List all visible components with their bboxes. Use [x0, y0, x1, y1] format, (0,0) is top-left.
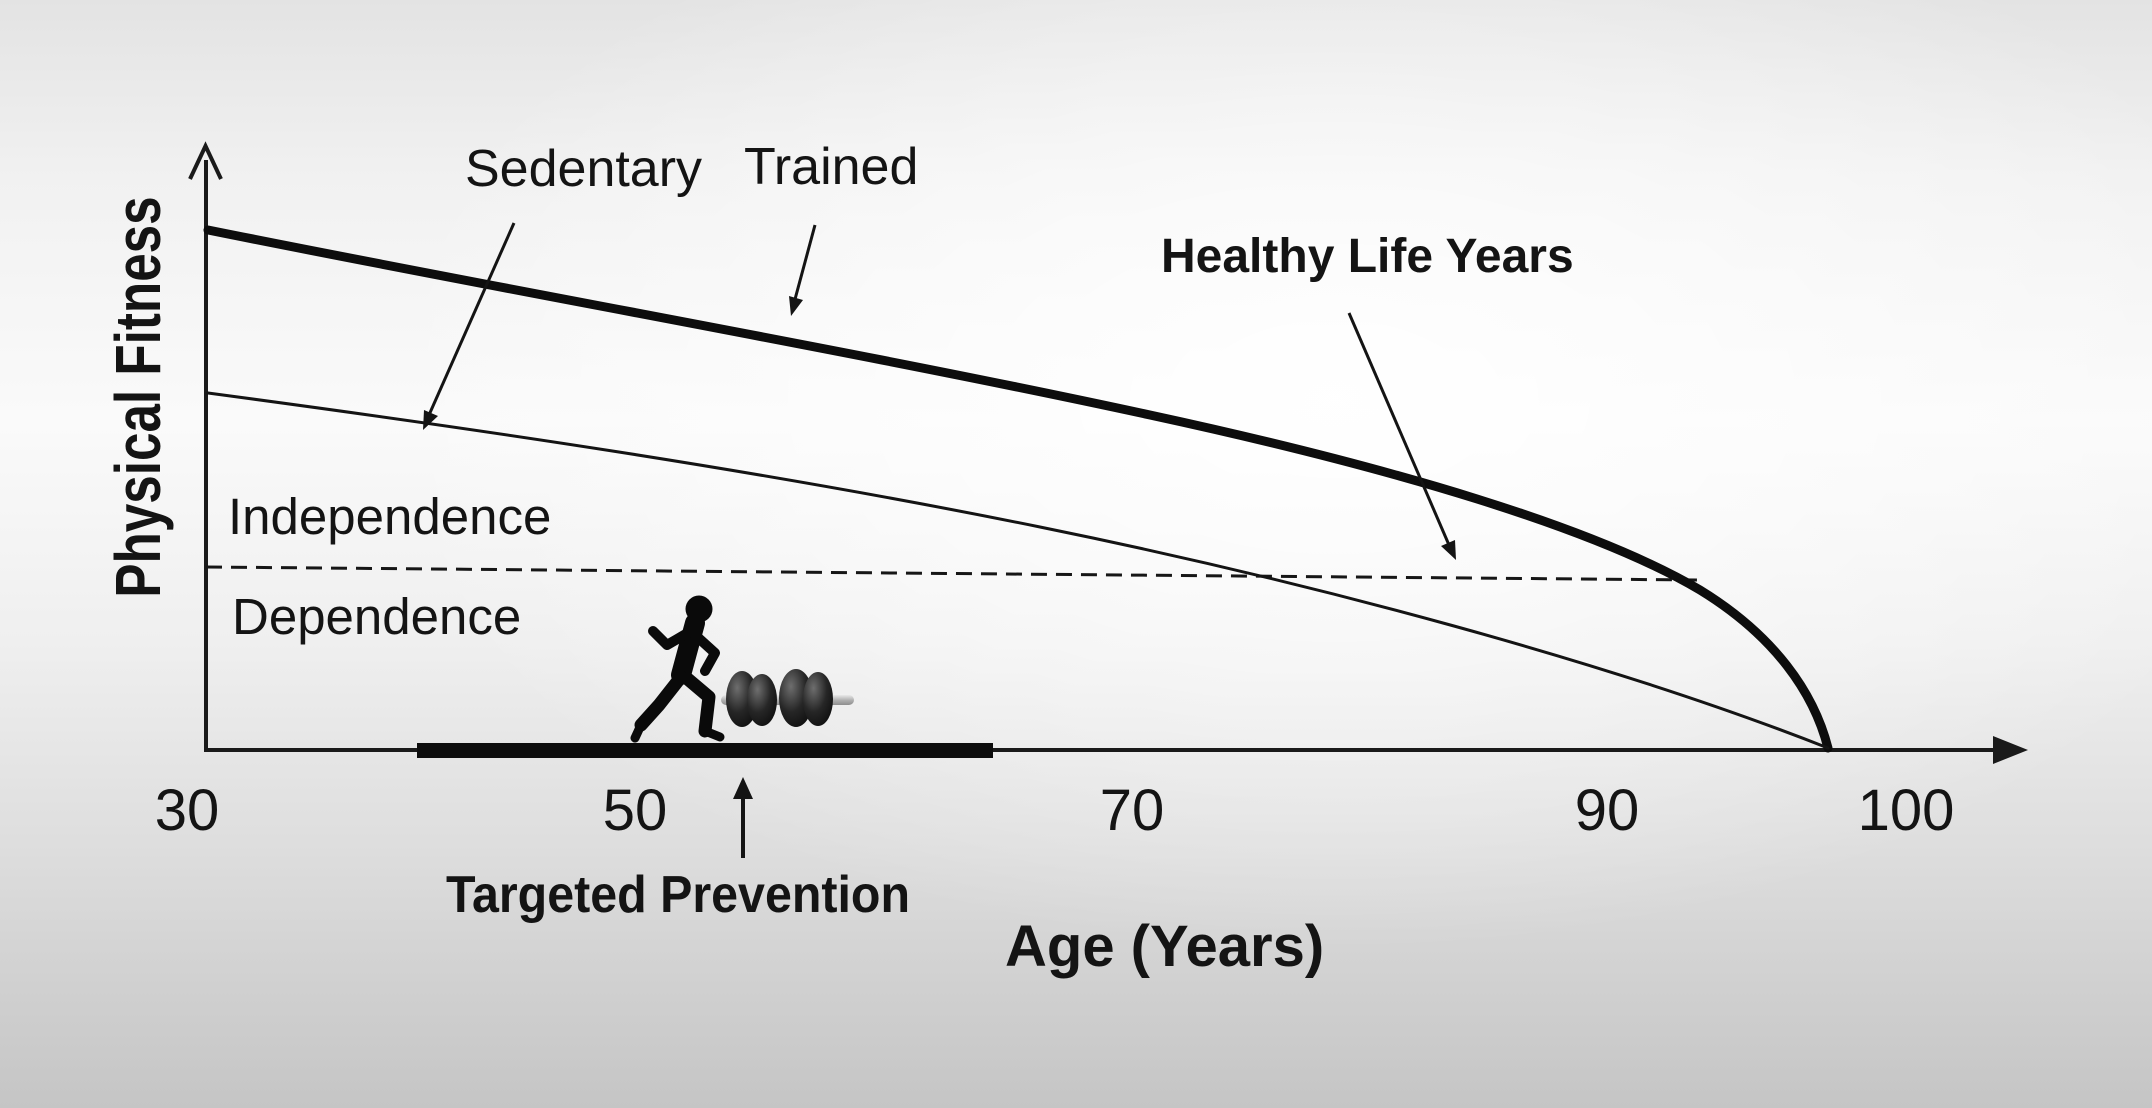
- targeted-prevention-label: Targeted Prevention: [445, 866, 911, 924]
- physical-fitness-axis-label: Physical Fitness: [102, 196, 174, 598]
- x-tick-70: 70: [1099, 778, 1165, 843]
- prevention-window-bar: [417, 743, 993, 758]
- x-tick-30: 30: [154, 778, 220, 843]
- x-tick-50: 50: [602, 778, 668, 843]
- sedentary-curve: [206, 391, 1830, 750]
- dumbbell-icon: [721, 669, 854, 727]
- independence-threshold-dashed-line: [205, 565, 1698, 582]
- healthy-life-years-label: Healthy Life Years: [1161, 230, 1574, 283]
- trained-pointer-arrow: [789, 224, 817, 316]
- runner-icon: [630, 595, 725, 743]
- trained-label: Trained: [744, 138, 919, 196]
- y-axis-arrow-icon: [188, 141, 223, 180]
- healthy-life-years-pointer-arrow: [1347, 312, 1456, 560]
- trained-curve: [203, 225, 1833, 753]
- sedentary-pointer-arrow: [423, 222, 516, 430]
- targeted-prevention-pointer-arrow: [733, 777, 753, 858]
- dependence-label: Dependence: [232, 588, 522, 645]
- x-tick-100: 100: [1857, 778, 1955, 843]
- x-tick-90: 90: [1574, 778, 1640, 843]
- sedentary-label: Sedentary: [465, 140, 703, 198]
- independence-label: Independence: [228, 488, 552, 545]
- age-axis-label: Age (Years): [1005, 914, 1325, 979]
- x-axis-arrow-icon: [1993, 736, 2028, 764]
